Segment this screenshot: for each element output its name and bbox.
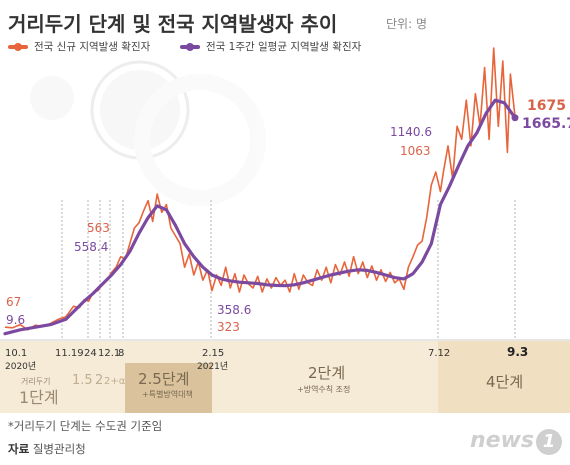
data-label-daily-july: 1063	[400, 144, 431, 158]
data-label-avg-peak1: 558.4	[74, 240, 108, 254]
phase-sub-2-later: +방역수칙 조정	[297, 384, 350, 394]
x-tick-label: 10.1	[5, 348, 27, 359]
phase-label-4: 4단계	[486, 373, 523, 391]
data-label-daily-peak1: 563	[87, 221, 110, 235]
data-label-avg-start: 9.6	[6, 313, 25, 327]
data-label-daily-end: 1675	[527, 98, 566, 114]
logo-text: news	[470, 428, 534, 453]
year-label-2021: 2021년	[197, 361, 228, 372]
phase-label-2-5: 2.5단계	[138, 370, 189, 388]
x-tick-label: 8	[118, 348, 124, 359]
data-label-avg-end: 1665.7	[522, 116, 570, 132]
virus-illustration	[30, 62, 258, 198]
series-line-daily	[5, 48, 515, 330]
footnote: *거리두기 단계는 수도권 기준임	[8, 418, 162, 434]
data-label-daily-start: 67	[6, 295, 21, 309]
phase-label-1-5: 1.5	[72, 373, 93, 388]
phase-sub-2-5: +특별방역대책	[142, 389, 193, 399]
x-tick-label: 12.1	[98, 348, 120, 359]
x-tick-label: 7.12	[428, 348, 450, 359]
date-guides	[62, 200, 515, 340]
year-label-2020: 2020년	[5, 361, 36, 372]
data-label-daily-trough: 323	[217, 320, 240, 334]
phase-label-2-alpha: 2+α	[104, 376, 126, 387]
phase-label-small: 거리두기	[21, 377, 50, 386]
logo-number: 1	[536, 429, 562, 455]
phase-label-1: 1단계	[19, 388, 59, 407]
source-text: 질병관리청	[33, 442, 86, 456]
x-tick-label: 9.3	[507, 345, 528, 359]
phase-label-2: 2	[95, 373, 103, 388]
source-line: 자료 질병관리청	[8, 441, 86, 457]
news1-logo: news 1	[470, 428, 562, 455]
source-label: 자료	[8, 442, 29, 456]
x-tick-label: 2.15	[202, 348, 224, 359]
x-tick-label: 11.19	[55, 348, 84, 359]
x-tick-label: 24	[84, 348, 97, 359]
series-end-point	[512, 114, 519, 121]
data-label-avg-trough: 358.6	[217, 303, 251, 317]
data-label-avg-july: 1140.6	[390, 125, 432, 139]
phase-label-2-later: 2단계	[308, 364, 345, 382]
